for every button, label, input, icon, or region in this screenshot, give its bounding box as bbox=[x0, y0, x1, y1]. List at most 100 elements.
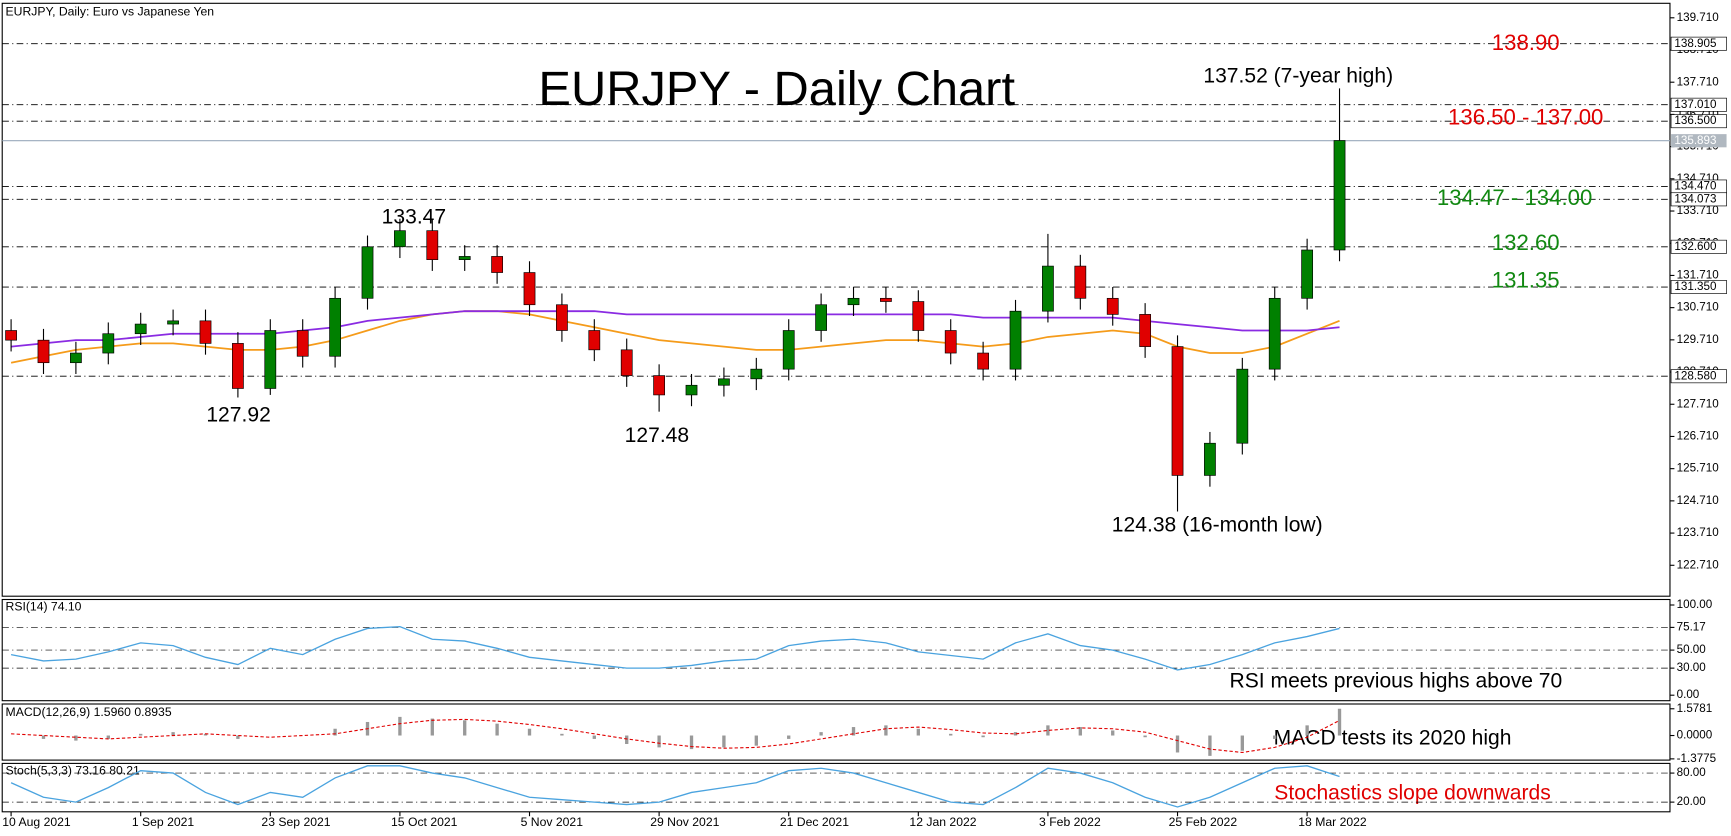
y-tick-label: 20.00 bbox=[1677, 795, 1706, 808]
level-label: 134.470 bbox=[1674, 180, 1716, 193]
candle-body bbox=[458, 256, 471, 260]
y-tick-label: 30.00 bbox=[1677, 661, 1706, 674]
candle-body bbox=[296, 330, 309, 357]
current-price-box bbox=[1671, 134, 1727, 148]
annotation: 133.47 bbox=[382, 205, 446, 228]
rsi-line bbox=[10, 625, 1340, 671]
current-price-label: 135.893 bbox=[1674, 134, 1716, 147]
candle-body bbox=[1333, 140, 1346, 251]
level-label: 132.600 bbox=[1674, 240, 1716, 253]
candle-body bbox=[37, 339, 50, 364]
candle-body bbox=[426, 230, 439, 260]
level-label: 128.580 bbox=[1674, 369, 1716, 382]
candle-body bbox=[1236, 368, 1249, 444]
rsi-note: RSI meets previous highs above 70 bbox=[1230, 670, 1563, 693]
annotation: 124.38 (16-month low) bbox=[1112, 513, 1323, 536]
y-tick-label: 139.710 bbox=[1677, 11, 1719, 24]
y-tick-label: 124.710 bbox=[1677, 494, 1719, 507]
candle-body bbox=[1042, 265, 1054, 312]
candle-body bbox=[685, 384, 698, 396]
x-tick-label: 15 Oct 2021 bbox=[391, 815, 458, 829]
main-pane bbox=[1, 2, 1671, 597]
level-label-box bbox=[1670, 280, 1727, 294]
candle-body bbox=[394, 230, 406, 248]
moving-average bbox=[11, 310, 1340, 348]
y-tick-label: 127.710 bbox=[1677, 397, 1719, 410]
level-label: 137.010 bbox=[1674, 98, 1716, 111]
stoch-pane bbox=[1, 762, 1671, 813]
candle-body bbox=[491, 256, 503, 273]
annotation: 127.48 bbox=[625, 424, 689, 447]
y-tick-label: 122.710 bbox=[1677, 558, 1719, 571]
candle-body bbox=[880, 297, 892, 302]
candle-body bbox=[815, 304, 827, 331]
candle-body bbox=[1139, 314, 1152, 347]
annotation: 127.92 bbox=[206, 403, 270, 426]
candle-body bbox=[329, 297, 341, 357]
macd-note: MACD tests its 2020 high bbox=[1274, 727, 1512, 750]
candle-body bbox=[264, 330, 277, 389]
candle-body bbox=[199, 320, 212, 344]
macd-label: MACD(12,26,9) 1.5960 0.8935 bbox=[6, 705, 172, 719]
candle-body bbox=[1074, 265, 1087, 299]
macd-signal bbox=[11, 718, 1340, 754]
x-tick-label: 18 Mar 2022 bbox=[1298, 815, 1367, 829]
candle-body bbox=[1009, 310, 1022, 370]
level-label: 138.905 bbox=[1674, 37, 1716, 50]
annotation: 137.52 (7-year high) bbox=[1203, 65, 1393, 88]
candle-body bbox=[718, 378, 730, 386]
candle-body bbox=[1106, 297, 1119, 315]
level-label-box bbox=[1670, 192, 1727, 207]
candle-body bbox=[70, 352, 82, 364]
stoch-note: Stochastics slope downwards bbox=[1274, 782, 1550, 805]
y-tick-label: 123.710 bbox=[1677, 526, 1719, 539]
x-tick-label: 23 Sep 2021 bbox=[261, 815, 330, 829]
candle-body bbox=[167, 320, 179, 325]
annotation: 136.50 - 137.00 bbox=[1448, 105, 1603, 130]
candle-body bbox=[653, 375, 665, 396]
chart-title: EURJPY - Daily Chart bbox=[538, 62, 1015, 116]
x-tick-label: 10 Aug 2021 bbox=[2, 815, 71, 829]
y-tick-label: 75.17 bbox=[1677, 620, 1706, 633]
level-label: 134.073 bbox=[1674, 192, 1716, 205]
header: EURJPY, Daily: Euro vs Japanese Yen bbox=[6, 4, 215, 18]
level-label-box bbox=[1670, 369, 1727, 384]
candle-body bbox=[523, 272, 536, 306]
y-tick-label: 137.710 bbox=[1677, 75, 1719, 88]
candle-body bbox=[620, 349, 633, 376]
macd-pane bbox=[1, 703, 1671, 761]
y-tick-label: 0.0000 bbox=[1677, 729, 1713, 742]
y-tick-label: 129.710 bbox=[1677, 333, 1719, 346]
candle-body bbox=[912, 301, 925, 331]
rsi-label: RSI(14) 74.10 bbox=[6, 599, 82, 613]
annotation: 138.90 bbox=[1492, 30, 1560, 55]
level-label: 136.500 bbox=[1674, 114, 1716, 127]
annotation: 134.47 - 134.00 bbox=[1437, 185, 1592, 210]
candle-body bbox=[556, 304, 568, 331]
x-tick-label: 1 Sep 2021 bbox=[132, 815, 195, 829]
level-label-box bbox=[1670, 36, 1727, 51]
level-label-box bbox=[1670, 114, 1727, 129]
candle-body bbox=[232, 343, 244, 389]
annotation: 132.60 bbox=[1492, 230, 1560, 255]
y-tick-label: 0.00 bbox=[1677, 688, 1700, 701]
stoch-line bbox=[10, 765, 1340, 808]
y-tick-label: 125.710 bbox=[1677, 462, 1719, 475]
y-tick-label: 131.710 bbox=[1677, 269, 1719, 282]
y-tick-label: 100.00 bbox=[1677, 598, 1713, 611]
candle-body bbox=[944, 330, 957, 354]
candle-body bbox=[1171, 346, 1184, 476]
y-tick-label: 1.5781 bbox=[1677, 702, 1713, 715]
x-tick-label: 3 Feb 2022 bbox=[1039, 815, 1101, 829]
x-tick-label: 5 Nov 2021 bbox=[521, 815, 584, 829]
candle-body bbox=[1268, 297, 1281, 370]
y-tick-label: -1.3775 bbox=[1677, 752, 1716, 765]
x-tick-label: 29 Nov 2021 bbox=[650, 815, 719, 829]
candle-body bbox=[782, 330, 795, 370]
x-tick-label: 21 Dec 2021 bbox=[780, 815, 849, 829]
x-tick-label: 12 Jan 2022 bbox=[909, 815, 976, 829]
y-tick-label: 126.710 bbox=[1677, 430, 1719, 443]
y-tick-label: 130.710 bbox=[1677, 301, 1719, 314]
